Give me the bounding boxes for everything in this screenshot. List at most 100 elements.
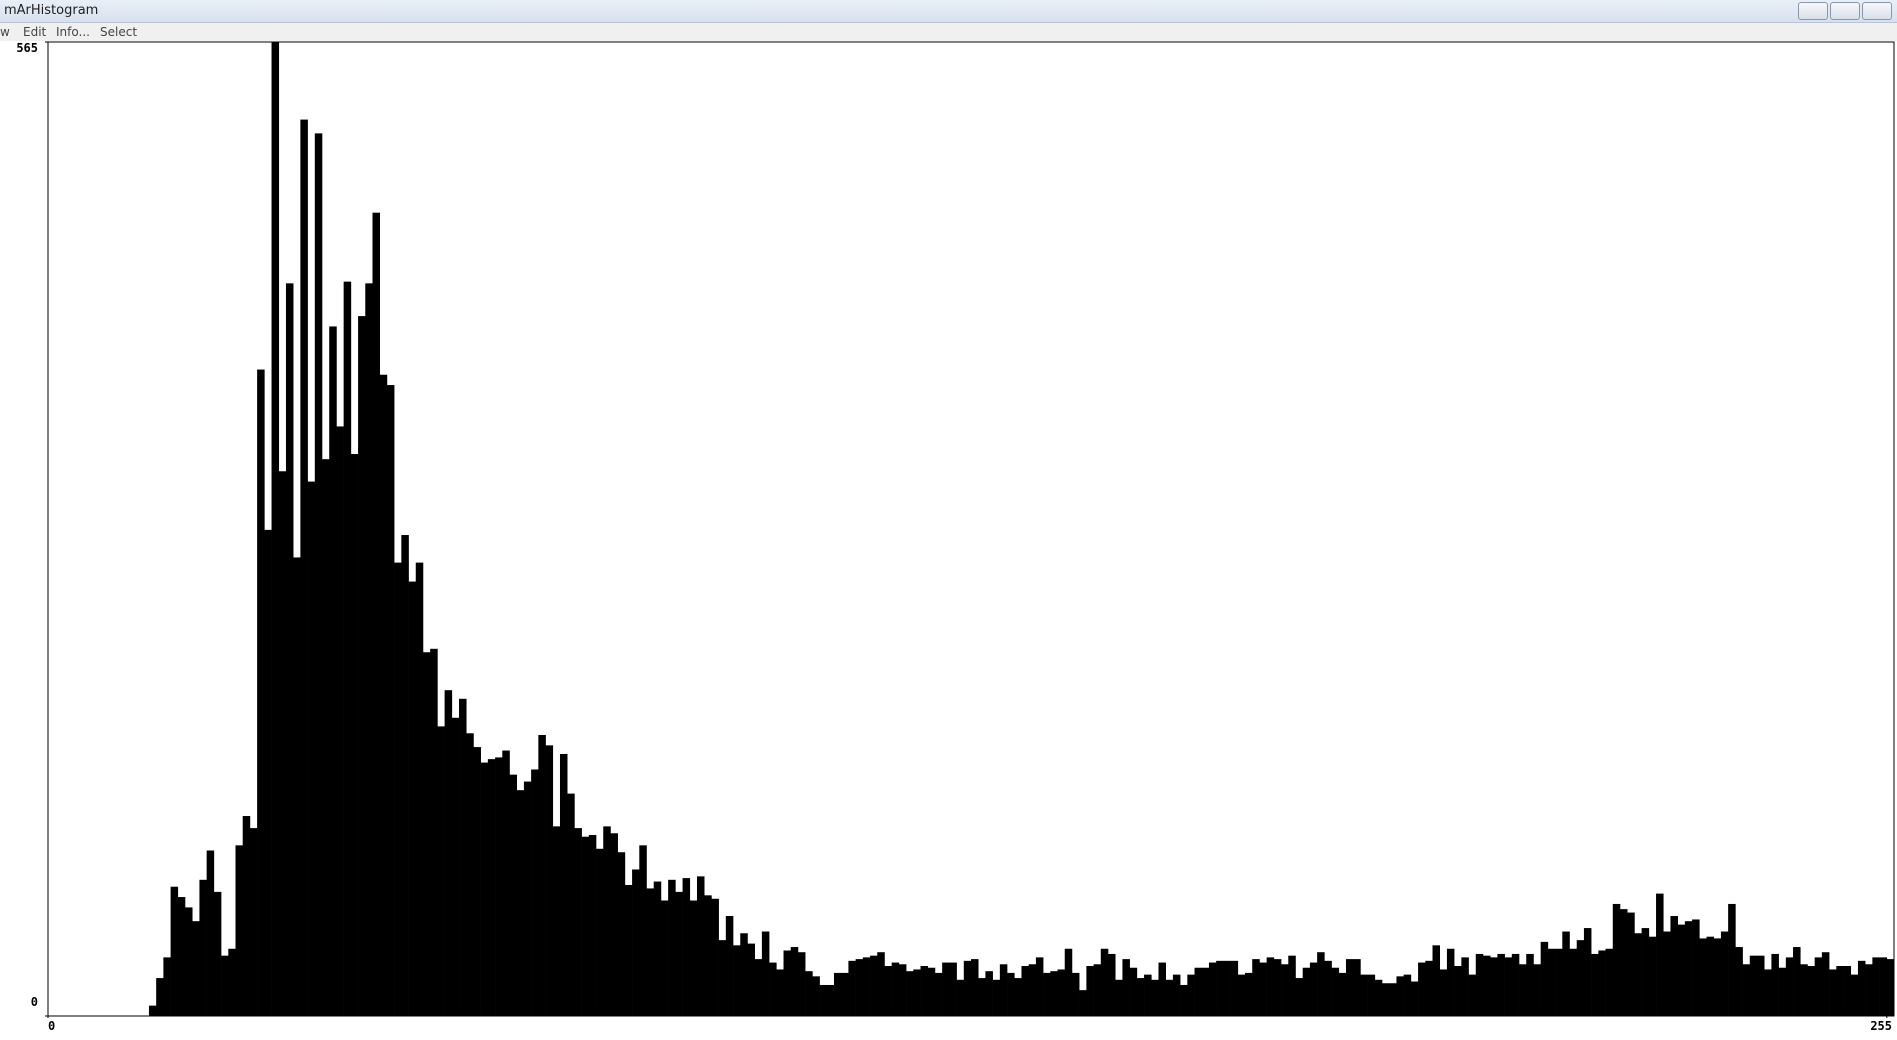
bar (221, 955, 229, 1016)
bar (963, 960, 972, 1016)
bar (415, 562, 424, 1016)
bar (704, 895, 712, 1016)
bar (718, 940, 727, 1016)
bar (1663, 931, 1671, 1016)
bar (949, 962, 957, 1016)
bar (1071, 972, 1080, 1016)
bar (646, 888, 655, 1016)
bar (927, 967, 936, 1016)
bar (567, 793, 575, 1016)
bar (1735, 947, 1743, 1016)
bar (747, 943, 755, 1016)
bar (170, 886, 179, 1016)
menu-item[interactable]: Select (100, 25, 138, 39)
bar (278, 471, 287, 1016)
bar (1490, 957, 1498, 1016)
bar (1583, 928, 1592, 1016)
bar (660, 900, 669, 1016)
bar (1800, 964, 1808, 1016)
bar (1345, 959, 1354, 1016)
bar (1223, 960, 1231, 1016)
menu-item[interactable]: Edit (23, 25, 47, 39)
bar (228, 948, 236, 1016)
bar (1598, 950, 1606, 1016)
bar (632, 869, 640, 1016)
bar (1814, 957, 1823, 1016)
bar (761, 931, 770, 1016)
bar (689, 900, 698, 1016)
bar (1403, 974, 1412, 1016)
bar (1605, 948, 1614, 1016)
bar (466, 733, 474, 1016)
bar (1641, 928, 1650, 1016)
bar (797, 952, 806, 1016)
y-tick-label: 0 (31, 995, 38, 1009)
bar (956, 979, 965, 1016)
bar (322, 459, 330, 1016)
bar (314, 133, 323, 1016)
bar (1425, 960, 1433, 1016)
menu-item[interactable]: w (0, 25, 10, 39)
bar (1331, 967, 1340, 1016)
bar (177, 897, 186, 1016)
bar (264, 529, 272, 1016)
close-button[interactable] (1862, 2, 1892, 20)
bar (978, 978, 986, 1016)
bar (1843, 966, 1852, 1016)
menu-item[interactable]: Info... (56, 25, 90, 39)
bar (1684, 921, 1693, 1016)
bar (495, 757, 503, 1016)
bar (1216, 960, 1224, 1016)
bar (740, 933, 748, 1016)
bar (733, 945, 741, 1016)
bar (1446, 948, 1455, 1016)
bar (1151, 979, 1159, 1016)
bar (285, 283, 294, 1017)
bar (1309, 962, 1318, 1016)
menu-bar: w Edit Info... Select (0, 23, 1897, 41)
bar (1677, 924, 1686, 1016)
bar (386, 385, 395, 1016)
bar (1692, 919, 1700, 1016)
bar (430, 648, 438, 1016)
bar (1367, 974, 1376, 1016)
bar (725, 916, 734, 1016)
bar (1180, 984, 1188, 1016)
bar (1742, 964, 1751, 1016)
minimize-button[interactable] (1798, 2, 1828, 20)
bar (884, 966, 892, 1016)
bar (1086, 966, 1094, 1016)
bar (624, 884, 633, 1016)
bar (1850, 974, 1859, 1016)
bar (870, 955, 878, 1016)
bar (790, 947, 799, 1016)
bar (1634, 933, 1642, 1016)
bar (1785, 957, 1794, 1016)
bar (408, 581, 417, 1016)
bar (451, 717, 460, 1016)
bar (1511, 953, 1520, 1016)
bar (1014, 978, 1022, 1016)
bar (1136, 978, 1145, 1016)
bar (300, 119, 308, 1017)
bar (1043, 972, 1051, 1016)
bar (906, 971, 914, 1016)
bar (422, 652, 431, 1016)
bar (1562, 931, 1570, 1016)
bar (1165, 979, 1174, 1016)
bar (249, 828, 258, 1016)
bar (502, 750, 510, 1016)
bar (942, 962, 950, 1016)
bar (509, 774, 518, 1016)
bar (999, 964, 1008, 1016)
bar (1122, 959, 1130, 1016)
bar (754, 959, 763, 1016)
bar (1619, 909, 1628, 1016)
restore-button[interactable] (1830, 2, 1860, 20)
bar (401, 535, 409, 1016)
bar (559, 753, 568, 1016)
bar (1555, 948, 1563, 1016)
bar (1713, 938, 1722, 1016)
bar (329, 326, 337, 1016)
bar (1829, 969, 1837, 1016)
